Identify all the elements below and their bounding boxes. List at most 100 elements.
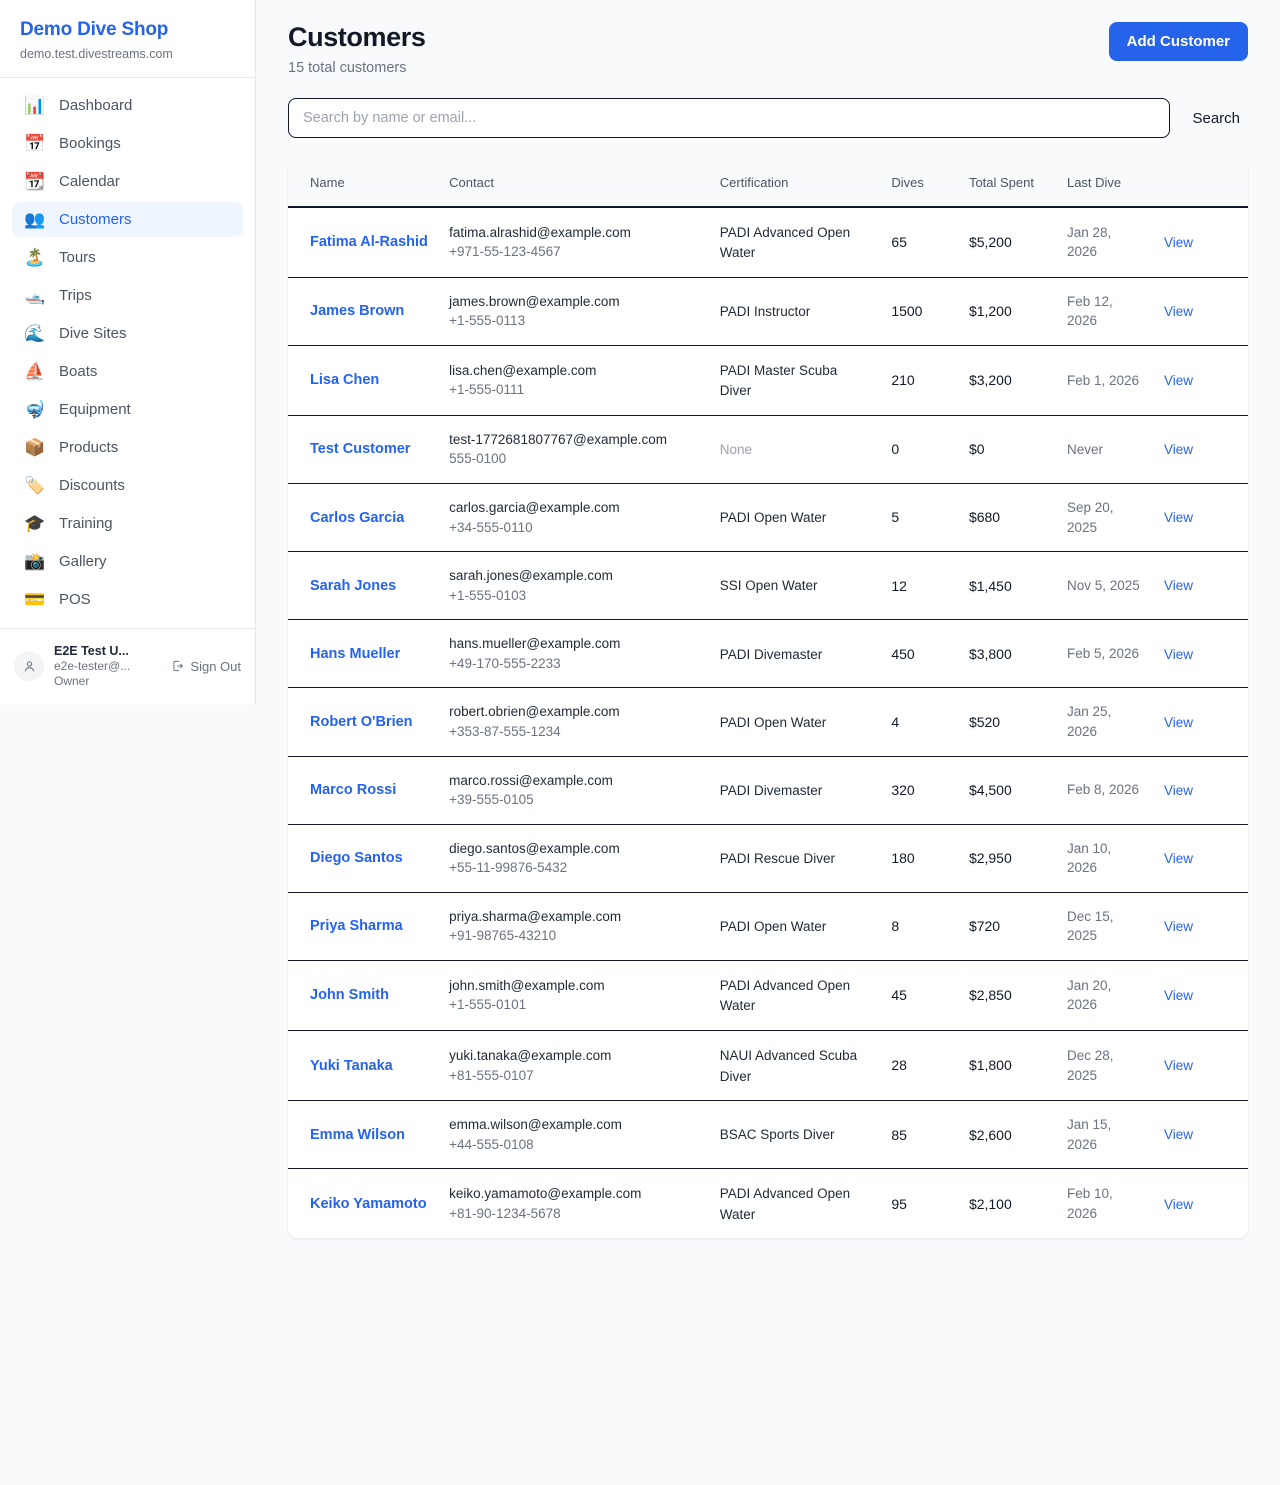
- customer-name-link[interactable]: Carlos Garcia: [310, 509, 405, 526]
- customer-name-link[interactable]: Diego Santos: [310, 850, 403, 867]
- cell-dives: 8: [881, 892, 959, 961]
- certification-value: PADI Divemaster: [719, 782, 823, 798]
- certification-value: PADI Advanced Open Water: [719, 224, 851, 261]
- customer-name-link[interactable]: Robert O'Brien: [310, 713, 413, 730]
- cell-total-spent: $0: [958, 415, 1057, 485]
- view-link[interactable]: View: [1163, 373, 1194, 389]
- customer-name-link[interactable]: Test Customer: [310, 441, 411, 458]
- table-row: Hans Mueller hans.mueller@example.com +49-…: [288, 619, 1248, 689]
- motorboat-icon: 🛥️: [24, 285, 46, 305]
- sidebar-item-training[interactable]: 🎓 Training: [12, 506, 243, 541]
- sidebar-item-dive-sites[interactable]: 🌊 Dive Sites: [12, 316, 243, 351]
- customer-name-link[interactable]: Yuki Tanaka: [310, 1057, 393, 1074]
- sidebar-item-tours[interactable]: 🏝️ Tours: [12, 240, 243, 275]
- cell-certification: PADI Advanced Open Water: [710, 1169, 882, 1239]
- view-link[interactable]: View: [1163, 988, 1194, 1004]
- customer-name-link[interactable]: Emma Wilson: [310, 1126, 405, 1143]
- cell-name: Robert O'Brien: [288, 687, 440, 757]
- customer-name-link[interactable]: Lisa Chen: [310, 372, 380, 389]
- table-row: Diego Santos diego.santos@example.com +55-…: [288, 824, 1248, 893]
- sidebar-item-boats[interactable]: ⛵ Boats: [12, 354, 243, 389]
- cell-certification: PADI Open Water: [709, 892, 882, 961]
- cell-contact: marco.rossi@example.com +39-555-0105: [439, 756, 710, 825]
- customer-email: john.smith@example.com: [449, 977, 605, 993]
- search-button[interactable]: Search: [1184, 106, 1248, 131]
- sidebar-item-gallery[interactable]: 📸 Gallery: [12, 544, 243, 579]
- cell-actions: View: [1153, 415, 1248, 485]
- cell-name: Diego Santos: [288, 824, 440, 893]
- sidebar-item-calendar[interactable]: 📆 Calendar: [12, 164, 243, 199]
- view-link[interactable]: View: [1163, 1127, 1194, 1143]
- column-header-total-spent[interactable]: Total Spent: [958, 160, 1057, 208]
- table-row: Yuki Tanaka yuki.tanaka@example.com +81-55…: [288, 1030, 1248, 1102]
- cell-name: Sarah Jones: [288, 551, 440, 621]
- column-header-last-dive[interactable]: Last Dive: [1056, 160, 1154, 208]
- customer-name-link[interactable]: Hans Mueller: [310, 645, 401, 662]
- sidebar-item-discounts[interactable]: 🏷️ Discounts: [12, 468, 243, 503]
- cell-total-spent: $720: [958, 892, 1057, 961]
- column-header-contact[interactable]: Contact: [439, 160, 710, 208]
- add-customer-button[interactable]: Add Customer: [1108, 22, 1248, 61]
- customer-name-link[interactable]: Marco Rossi: [310, 782, 397, 799]
- customer-email: marco.rossi@example.com: [449, 772, 613, 788]
- view-link[interactable]: View: [1163, 303, 1194, 319]
- cell-actions: View: [1153, 206, 1248, 278]
- sidebar-item-dashboard[interactable]: 📊 Dashboard: [12, 88, 243, 123]
- view-link[interactable]: View: [1163, 1058, 1194, 1074]
- cell-last-dive: Feb 1, 2026: [1056, 345, 1154, 416]
- cell-actions: View: [1153, 892, 1248, 961]
- cell-contact: lisa.chen@example.com +1-555-0111: [439, 345, 710, 416]
- view-link[interactable]: View: [1163, 919, 1194, 935]
- customer-name-link[interactable]: Sarah Jones: [310, 577, 397, 594]
- customer-phone: +39-555-0105: [449, 792, 534, 808]
- cell-actions: View: [1153, 277, 1248, 346]
- customer-email: test-1772681807767@example.com: [449, 431, 667, 447]
- sidebar-item-label: POS: [59, 590, 91, 608]
- customer-phone: +55-11-99876-5432: [449, 860, 568, 876]
- customer-phone: +1-555-0103: [449, 587, 527, 603]
- view-link[interactable]: View: [1163, 714, 1194, 730]
- cell-contact: keiko.yamamoto@example.com +81-90-1234-56…: [439, 1169, 710, 1239]
- sidebar-item-trips[interactable]: 🛥️ Trips: [12, 278, 243, 313]
- view-link[interactable]: View: [1163, 510, 1194, 526]
- customer-name-link[interactable]: James Brown: [310, 303, 405, 320]
- view-link[interactable]: View: [1163, 578, 1194, 594]
- column-header-name[interactable]: Name: [288, 160, 440, 208]
- cell-name: Carlos Garcia: [288, 483, 440, 553]
- credit-card-icon: 💳: [24, 589, 46, 609]
- customer-email: lisa.chen@example.com: [449, 362, 597, 378]
- cell-last-dive: Jan 25, 2026: [1056, 687, 1154, 757]
- sidebar-item-pos[interactable]: 💳 POS: [12, 582, 243, 617]
- column-header-dives[interactable]: Dives: [881, 160, 959, 208]
- sidebar-item-label: Products: [59, 438, 119, 456]
- island-icon: 🏝️: [24, 247, 46, 267]
- sidebar-item-customers[interactable]: 👥 Customers: [12, 201, 243, 237]
- customer-email: robert.obrien@example.com: [449, 704, 620, 720]
- customer-name-link[interactable]: John Smith: [310, 987, 389, 1004]
- customer-phone: +1-555-0111: [449, 382, 525, 398]
- package-icon: 📦: [24, 437, 46, 457]
- cell-dives: 180: [881, 824, 959, 893]
- sign-out-button[interactable]: Sign Out: [171, 659, 241, 674]
- view-link[interactable]: View: [1163, 782, 1194, 798]
- sidebar-item-equipment[interactable]: 🤿 Equipment: [12, 392, 243, 427]
- people-icon: 👥: [24, 209, 46, 229]
- column-header-certification[interactable]: Certification: [709, 160, 882, 208]
- view-link[interactable]: View: [1163, 442, 1194, 458]
- view-link[interactable]: View: [1163, 1196, 1194, 1212]
- customer-email: james.brown@example.com: [449, 293, 620, 309]
- sidebar-item-bookings[interactable]: 📅 Bookings: [12, 126, 243, 161]
- customer-name-link[interactable]: Priya Sharma: [310, 918, 403, 935]
- cell-dives: 45: [881, 960, 959, 1032]
- customer-name-link[interactable]: Fatima Al-Rashid: [310, 234, 428, 251]
- search-input[interactable]: [288, 98, 1171, 138]
- sidebar-item-products[interactable]: 📦 Products: [12, 430, 243, 465]
- cell-certification: NAUI Advanced Scuba Diver: [709, 1030, 882, 1102]
- brand-title: Demo Dive Shop: [20, 19, 169, 40]
- bar-chart-icon: 📊: [24, 95, 46, 115]
- customer-name-link[interactable]: Keiko Yamamoto: [310, 1195, 427, 1212]
- view-link[interactable]: View: [1163, 234, 1194, 250]
- view-link[interactable]: View: [1163, 646, 1194, 662]
- view-link[interactable]: View: [1163, 850, 1194, 866]
- cell-last-dive: Jan 20, 2026: [1056, 960, 1154, 1032]
